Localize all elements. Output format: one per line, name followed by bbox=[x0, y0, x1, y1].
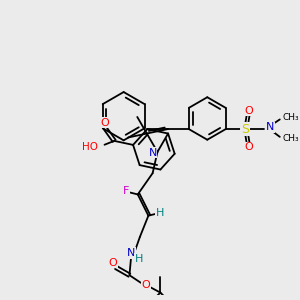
Text: O: O bbox=[244, 142, 253, 152]
Text: H: H bbox=[135, 254, 143, 264]
Text: N: N bbox=[266, 122, 274, 132]
Text: O: O bbox=[100, 118, 109, 128]
Text: O: O bbox=[142, 280, 150, 290]
Text: O: O bbox=[244, 106, 253, 116]
Text: N: N bbox=[148, 148, 157, 158]
Text: O: O bbox=[109, 258, 117, 268]
Text: S: S bbox=[241, 123, 249, 136]
Text: CH₃: CH₃ bbox=[283, 134, 299, 143]
Text: F: F bbox=[123, 186, 129, 196]
Text: CH₃: CH₃ bbox=[283, 113, 299, 122]
Text: HO: HO bbox=[82, 142, 98, 152]
Text: H: H bbox=[156, 208, 164, 218]
Text: N: N bbox=[127, 248, 136, 258]
